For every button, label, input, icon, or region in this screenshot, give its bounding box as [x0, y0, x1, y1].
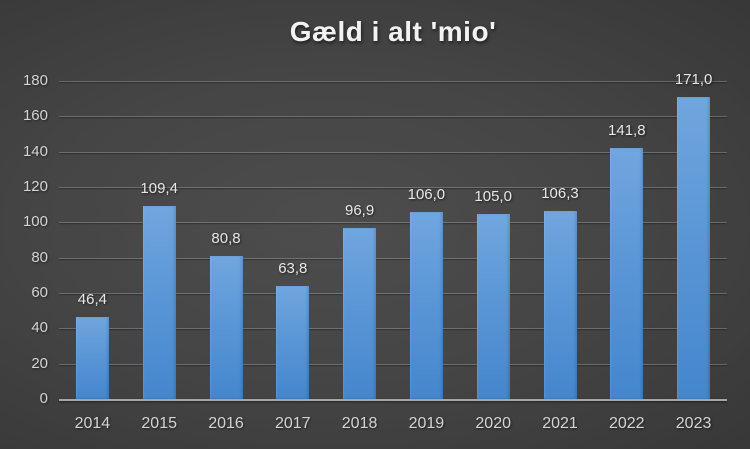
bar: [142, 205, 176, 399]
y-axis-label: 0: [39, 390, 48, 407]
x-axis-label: 2014: [74, 415, 111, 432]
bar: [75, 317, 109, 399]
y-axis-label: 140: [22, 142, 48, 160]
x-axis-label: 2016: [208, 415, 244, 432]
bar-value-label: 106,0: [407, 185, 446, 203]
y-axis-label: 60: [31, 284, 48, 301]
gridline: [59, 187, 727, 188]
bar-value-label: 80,8: [211, 230, 241, 248]
bar: [610, 148, 644, 399]
gridline: [59, 151, 727, 153]
gridline: [59, 222, 727, 224]
bar: [343, 227, 377, 399]
bar: [677, 96, 711, 399]
x-axis-label: 2019: [408, 415, 445, 432]
gridline: [59, 328, 727, 330]
x-axis-label: 2020: [475, 415, 511, 432]
gridline: [59, 363, 727, 365]
bar-value-label: 63,8: [278, 260, 308, 278]
x-axis-label: 2018: [341, 415, 378, 432]
x-axis-label: 2022: [608, 415, 645, 432]
y-axis-label: 80: [31, 248, 48, 266]
y-axis-label: 120: [22, 178, 48, 195]
x-axis-label: 2017: [274, 415, 311, 432]
bar: [409, 211, 443, 399]
x-axis-label: 2015: [141, 415, 177, 432]
bar-value-label: 141,8: [608, 122, 646, 140]
gridline: [59, 81, 727, 82]
x-axis-label: 2021: [542, 415, 578, 432]
bar-value-label: 46,4: [77, 291, 107, 309]
y-axis-label: 100: [22, 213, 48, 231]
y-axis-label: 160: [22, 107, 48, 125]
x-axis-line: [59, 399, 727, 401]
x-axis-label: 2023: [675, 415, 712, 432]
bar-value-label: 109,4: [140, 179, 178, 197]
bar-value-label: 171,0: [674, 70, 713, 88]
chart-title: Gæld i alt 'mio': [289, 16, 497, 47]
y-axis-label: 180: [22, 72, 48, 89]
gridline: [59, 116, 727, 118]
bar-value-label: 106,3: [541, 185, 579, 203]
gridline: [59, 257, 727, 259]
gridline: [59, 293, 727, 294]
y-axis-label: 40: [31, 319, 48, 337]
bar: [209, 256, 243, 399]
bar: [543, 211, 577, 399]
y-axis-label: 20: [31, 354, 48, 372]
bar: [276, 286, 310, 399]
bar-value-label: 105,0: [474, 187, 512, 205]
bar-value-label: 96,9: [344, 201, 375, 219]
bar: [476, 213, 510, 399]
